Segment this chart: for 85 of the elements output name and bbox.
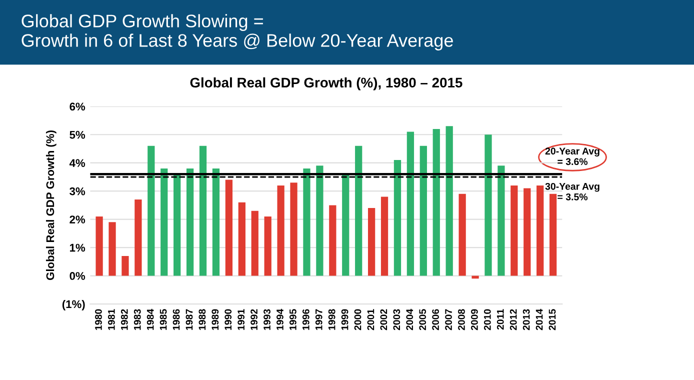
x-tick-label: 2005 — [419, 309, 426, 330]
bar — [368, 208, 376, 276]
x-tick-label: 1980 — [95, 309, 102, 330]
x-tick-label: 1981 — [108, 309, 115, 330]
bar — [96, 216, 103, 276]
x-tick-label: 2002 — [380, 309, 388, 330]
y-tick-label: 2% — [70, 216, 86, 224]
x-tick-label: 2012 — [510, 309, 517, 330]
y-tick-label: 3% — [70, 187, 86, 196]
y-tick-label: 0% — [70, 272, 86, 280]
x-tick-label: 2003 — [393, 309, 400, 330]
bar — [550, 194, 557, 276]
ref-line-label: 20-Year Avg = 3.6% — [545, 148, 600, 166]
x-tick-label: 1982 — [120, 309, 128, 330]
bar — [160, 168, 168, 276]
x-tick-label: 1990 — [224, 309, 232, 330]
bar — [122, 256, 129, 276]
y-tick-label: 4% — [69, 159, 86, 167]
x-tick-label: 1998 — [328, 309, 336, 330]
bar — [238, 202, 246, 276]
x-tick-label: 1983 — [134, 309, 141, 330]
bar — [108, 222, 116, 276]
x-tick-label: 1995 — [289, 309, 296, 330]
x-tick-label: 2000 — [354, 309, 362, 330]
bar — [264, 216, 272, 276]
x-tick-label: 1994 — [276, 308, 284, 330]
x-tick-label: 2013 — [522, 309, 530, 330]
bar — [199, 146, 207, 276]
bar — [251, 210, 258, 276]
bar — [446, 126, 453, 276]
bar — [458, 194, 466, 276]
x-tick-label: 1985 — [160, 309, 167, 330]
x-tick-label: 1984 — [146, 308, 154, 330]
bar — [536, 185, 544, 276]
bar — [329, 205, 336, 276]
chart-subtitle: Global Real GDP Growth (%), 1980 – 2015 — [190, 77, 462, 90]
x-tick-label: 1989 — [212, 309, 219, 330]
x-tick-label: 2006 — [432, 309, 439, 330]
bar — [148, 146, 155, 276]
x-tick-label: 1992 — [250, 309, 258, 330]
bar — [186, 168, 194, 276]
x-tick-label: 2009 — [471, 309, 478, 330]
bar — [342, 174, 350, 276]
x-tick-label: 1988 — [198, 309, 206, 330]
y-tick-label: 1% — [70, 244, 86, 252]
y-axis-title: Global Real GDP Growth (%) — [46, 130, 56, 280]
y-tick-label: 6% — [70, 102, 86, 111]
bar — [484, 134, 492, 276]
bar — [380, 196, 388, 276]
chart-title: Global GDP Growth Slowing = Growth in 6 of Last 8 Years @ Below 20-Year Average — [22, 14, 453, 50]
bar — [498, 166, 505, 276]
bar — [174, 174, 181, 276]
x-tick-label: 2008 — [458, 309, 465, 330]
bar — [524, 188, 531, 276]
x-tick-label: 2001 — [367, 309, 374, 330]
x-tick-label: 1997 — [315, 309, 322, 330]
bar — [394, 160, 402, 276]
bar — [406, 132, 414, 276]
x-tick-label: 2011 — [496, 309, 504, 330]
x-tick-label: 2014 — [536, 308, 543, 330]
x-tick-label: 1986 — [172, 309, 180, 330]
x-tick-label: 2007 — [445, 309, 452, 330]
x-tick-label: 2010 — [484, 309, 491, 330]
bar — [277, 185, 284, 276]
x-tick-label: 1999 — [341, 309, 348, 330]
bar — [134, 200, 142, 276]
bar — [432, 128, 440, 276]
x-tick-label: 2004 — [406, 308, 414, 330]
bar — [316, 166, 324, 276]
bar — [510, 185, 518, 276]
bar — [290, 182, 298, 276]
y-tick-label: 5% — [70, 130, 86, 139]
x-tick-label: 1996 — [302, 309, 310, 330]
y-tick-label: (1%) — [62, 300, 85, 310]
bar — [225, 180, 233, 276]
x-tick-label: 1991 — [238, 309, 245, 330]
bar — [420, 146, 427, 276]
bar — [212, 168, 220, 276]
ref-line-label: 30-Year Avg = 3.5% — [545, 182, 600, 200]
x-tick-label: 1993 — [264, 309, 270, 330]
x-tick-label: 1987 — [186, 309, 193, 330]
bar — [355, 146, 362, 276]
bar — [472, 276, 479, 279]
x-tick-label: 2015 — [548, 309, 556, 330]
bar — [303, 168, 310, 276]
